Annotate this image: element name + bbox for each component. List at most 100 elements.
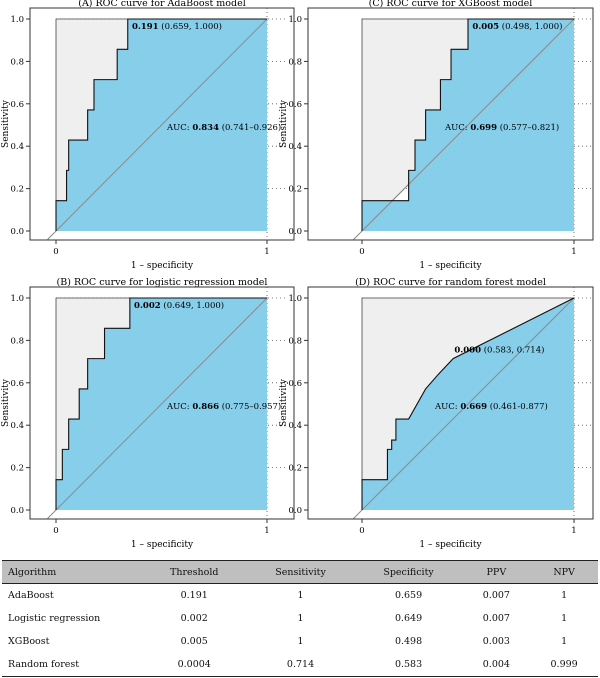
- auc-annotation: AUC: 0.834 (0.741–0.926): [166, 122, 281, 133]
- auc-ci: (0.741–0.926): [219, 122, 281, 133]
- y-tick-label: 0.2: [288, 185, 302, 195]
- chance-diagonal: [47, 18, 268, 240]
- table-row: AdaBoost 0.191 1 0.659 0.007 1: [2, 584, 598, 608]
- x-tick-label: 1: [264, 247, 269, 257]
- auc-label: AUC:: [434, 402, 460, 412]
- roc-curve: [55, 297, 267, 510]
- auc-ci: (0.775–0.957): [219, 401, 281, 412]
- table-cell: 1: [297, 590, 304, 601]
- y-tick-label: 1.0: [10, 15, 24, 25]
- y-tick-label: 0.2: [288, 464, 302, 474]
- table-cell: Random forest: [2, 653, 142, 677]
- threshold-value: 0.002: [134, 301, 161, 311]
- y-tick-label: 0.8: [10, 57, 24, 67]
- threshold-value: 0.191: [132, 22, 159, 32]
- threshold-value: 0.005: [472, 22, 499, 32]
- y-tick-label: 0.4: [10, 421, 24, 431]
- y-tick-label: 1.0: [288, 294, 302, 304]
- y-axis-label: Sensitivity: [279, 378, 289, 427]
- threshold-coords: (0.583, 0.714): [481, 345, 544, 356]
- table-cell: 1: [561, 636, 568, 647]
- y-axis-label: Sensitivity: [1, 378, 11, 427]
- roc-curve: [361, 18, 574, 231]
- roc-panel-adaboost: 0.0 0.2 0.4 0.6 0.8 1.0 0 1 (A) ROC curve for Ad…: [1, 0, 295, 271]
- table-cell: XGBoost: [8, 636, 50, 647]
- y-tick-label: 1.0: [288, 15, 302, 25]
- y-tick-label: 0.8: [288, 336, 302, 346]
- auc-label: AUC:: [444, 123, 470, 133]
- threshold-annotation: 0.005 (0.498, 1.000): [472, 21, 562, 32]
- roc-curve: [361, 297, 575, 510]
- chance-diagonal: [353, 297, 575, 519]
- auc-annotation: AUC: 0.866 (0.775–0.957): [166, 401, 281, 412]
- table-cell: AdaBoost: [8, 590, 54, 601]
- auc-ci: (0.577–0.821): [497, 122, 559, 133]
- roc-panel-logistic-regression: 0.0 0.2 0.4 0.6 0.8 1.0 0 1 (B) ROC curve for lo…: [1, 277, 295, 550]
- x-tick-label: 1: [571, 247, 576, 257]
- table-row: Random forest 0.0004 0.714 0.583 0.004 0…: [2, 653, 598, 677]
- y-tick-label: 0.0: [288, 227, 302, 237]
- auc-value: 0.866: [192, 402, 219, 412]
- table-cell: 1: [561, 613, 568, 624]
- auc-value: 0.669: [460, 402, 487, 412]
- table-cell: 1: [297, 613, 304, 624]
- y-tick-label: 0.6: [288, 379, 302, 389]
- threshold-annotation: 0.191 (0.659, 1.000): [132, 21, 222, 32]
- x-axis-label: 1 – specificity: [419, 540, 482, 550]
- y-tick-label: 0.6: [10, 379, 24, 389]
- y-tick-label: 0.6: [288, 100, 302, 110]
- table-row: Logistic regression 0.002 1 0.649 0.007 …: [2, 607, 598, 630]
- chance-diagonal: [353, 18, 575, 240]
- header-specificity: Specificity: [354, 560, 463, 584]
- x-axis-label: 1 – specificity: [419, 261, 482, 271]
- threshold-coords: (0.649, 1.000): [161, 300, 224, 311]
- y-tick-label: 0.0: [10, 227, 24, 237]
- header-npv: NPV: [530, 560, 598, 584]
- x-axis-label: 1 – specificity: [131, 261, 194, 271]
- threshold-coords: (0.498, 1.000): [499, 21, 562, 32]
- table-cell: 0.007: [482, 590, 510, 601]
- x-tick-label: 1: [264, 526, 269, 536]
- threshold-coords: (0.659, 1.000): [159, 21, 222, 32]
- auc-value: 0.834: [192, 123, 219, 133]
- chance-diagonal: [47, 297, 268, 519]
- table-cell: 0.583: [354, 653, 463, 677]
- table-header-row: Algorithm Threshold Sensitivity Specific…: [2, 560, 598, 584]
- x-tick-label: 0: [53, 247, 58, 257]
- table-cell: 0.004: [462, 653, 531, 677]
- x-tick-label: 0: [53, 526, 58, 536]
- x-tick-label: 1: [571, 526, 576, 536]
- table-cell: 0.659: [394, 590, 423, 601]
- auc-label: AUC:: [166, 123, 192, 133]
- y-tick-label: 0.2: [10, 464, 24, 474]
- header-threshold: Threshold: [142, 560, 247, 584]
- panel-title: (B) ROC curve for logistic regression mo…: [57, 277, 268, 288]
- threshold-annotation: 0.002 (0.649, 1.000): [134, 300, 224, 311]
- header-ppv: PPV: [462, 560, 531, 584]
- y-tick-label: 0.4: [288, 421, 302, 431]
- y-axis-label: Sensitivity: [1, 99, 11, 148]
- table-cell: 0.714: [246, 653, 355, 677]
- table-cell: 0.005: [180, 636, 208, 647]
- y-axis-label: Sensitivity: [279, 99, 289, 148]
- header-sensitivity: Sensitivity: [246, 560, 355, 584]
- table-cell: 1: [561, 590, 568, 601]
- y-tick-label: 0.0: [288, 506, 302, 516]
- header-algorithm: Algorithm: [2, 560, 142, 584]
- auc-annotation: AUC: 0.699 (0.577–0.821): [444, 122, 559, 133]
- table-cell: 0.649: [394, 613, 423, 624]
- y-tick-label: 0.2: [10, 185, 24, 195]
- table-row: XGBoost 0.005 1 0.498 0.003 1: [2, 630, 598, 653]
- table-cell: Logistic regression: [8, 613, 101, 624]
- roc-figure: 0.0 0.2 0.4 0.6 0.8 1.0 0 1 (A) ROC curve for Ad…: [1, 0, 594, 550]
- roc-panel-random-forest: 0.0 0.2 0.4 0.6 0.8 1.0 0 1 (D) ROC curve for ra…: [279, 277, 594, 550]
- y-tick-label: 0.4: [288, 142, 302, 152]
- roc-panel-xgboost: 0.0 0.2 0.4 0.6 0.8 1.0 0 1 (C) ROC curve for XG…: [279, 0, 594, 271]
- panel-title: (C) ROC curve for XGBoost model: [369, 0, 533, 9]
- table-cell: 0.498: [394, 636, 423, 647]
- y-tick-label: 0.8: [10, 336, 24, 346]
- y-tick-label: 0.4: [10, 142, 24, 152]
- y-tick-label: 0.6: [10, 100, 24, 110]
- threshold-annotation: 0.000 (0.583, 0.714): [454, 345, 544, 356]
- auc-label: AUC:: [166, 402, 192, 412]
